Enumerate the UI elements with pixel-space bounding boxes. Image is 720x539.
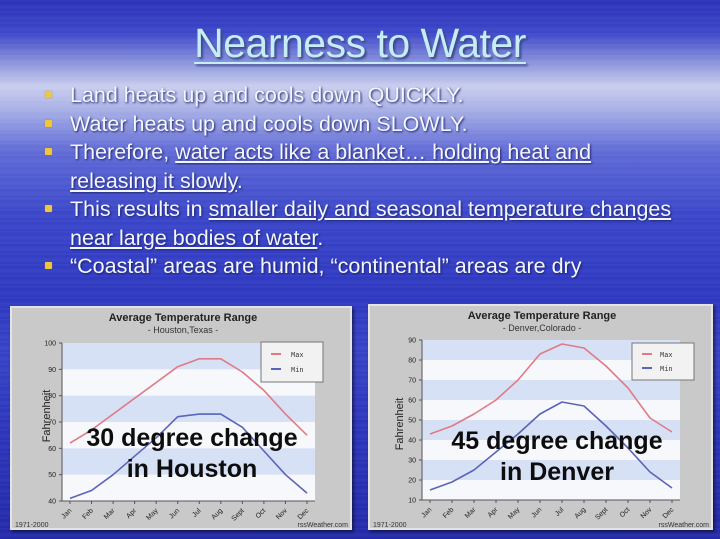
chart-footer-source: rssWeather.com [298,522,349,529]
y-axis-label: Fahrenheit [394,398,406,451]
svg-text:Nov: Nov [640,506,654,520]
houston-chart-svg: Average Temperature Range - Houston,Texa… [15,312,349,529]
denver-chart: Average Temperature Range - Denver,Color… [368,304,713,530]
bullet-icon [45,205,52,212]
svg-text:Aug: Aug [574,506,588,520]
chart-subtitle: - Houston,Texas - [148,325,219,335]
chart-footer-years: 1971-2000 [15,522,49,529]
bullet-icon [45,91,52,98]
svg-text:Sept: Sept [594,506,609,521]
annotation-line-1: 30 degree change [86,424,298,452]
bullet-text: Water heats up and cools down SLOWLY. [70,111,468,136]
svg-text:70: 70 [408,378,416,385]
svg-text:50: 50 [48,472,56,479]
denver-annotation: 45 degree change in Denver [432,426,682,488]
svg-text:80: 80 [408,358,416,365]
legend: Max Min [260,341,324,383]
svg-text:20: 20 [408,478,416,485]
svg-text:Sept: Sept [231,507,246,522]
svg-text:Jun: Jun [168,507,181,520]
bullet-text: Land heats up and cools down QUICKLY. [70,83,464,107]
svg-text:40: 40 [408,438,416,445]
svg-text:Feb: Feb [81,507,95,521]
annotation-line-2: in Denver [500,458,614,486]
svg-text:80: 80 [48,393,56,400]
legend-min-label: Min [660,366,673,374]
bullet-text: This results in [70,197,209,221]
bullet-list: Land heats up and cools down QUICKLY. Wa… [44,81,684,281]
chart-title: Average Temperature Range [468,310,617,322]
svg-text:Oct: Oct [619,506,632,519]
svg-text:Jun: Jun [530,506,543,519]
legend-max-label: Max [660,352,673,360]
svg-text:Apr: Apr [487,506,500,519]
svg-text:90: 90 [48,367,56,374]
svg-text:Mar: Mar [464,506,478,520]
bullet-item: “Coastal” areas are humid, “continental”… [44,252,684,281]
denver-chart-svg: Average Temperature Range - Denver,Color… [373,310,710,529]
bullet-item: Land heats up and cools down QUICKLY. [44,81,684,110]
legend-max-label: Max [291,352,304,360]
svg-text:10: 10 [408,498,416,505]
slide-title: Nearness to Water [194,20,526,66]
svg-text:Mar: Mar [103,507,117,521]
legend-min-label: Min [291,367,304,375]
annotation-line-1: 45 degree change [451,427,663,455]
houston-chart: Average Temperature Range - Houston,Texa… [10,306,352,530]
svg-text:Jan: Jan [60,507,73,520]
bullet-suffix: . [236,168,243,193]
bullet-underlined-text: smaller daily and seasonal temperature c… [70,197,672,250]
legend: Max Min [631,342,695,381]
bullet-text: “Coastal” areas are humid, “continental”… [70,254,582,278]
svg-text:60: 60 [408,398,416,405]
svg-text:70: 70 [48,420,56,427]
chart-footer-years: 1971-2000 [373,522,407,529]
bullet-icon [45,148,52,155]
svg-text:Oct: Oct [255,507,268,520]
svg-text:90: 90 [408,338,416,345]
svg-text:30: 30 [408,458,416,465]
svg-text:Aug: Aug [210,507,224,521]
chart-title: Average Temperature Range [109,312,258,324]
svg-text:Feb: Feb [442,506,456,520]
series-lines [69,357,308,500]
svg-text:60: 60 [48,446,56,453]
bullet-item: Water heats up and cools down SLOWLY. [44,110,684,139]
svg-text:Jul: Jul [554,506,566,518]
bullet-underlined-text: water acts like a blanket… holding heat … [70,140,592,193]
svg-text:Apr: Apr [125,507,138,520]
svg-text:40: 40 [48,499,56,506]
bullet-icon [45,262,52,269]
series-lines [429,343,673,491]
bullet-text: Therefore, [70,140,176,164]
svg-text:100: 100 [44,341,56,348]
svg-text:May: May [507,506,522,521]
svg-text:May: May [145,507,160,522]
svg-text:Jan: Jan [420,506,433,519]
svg-text:Jul: Jul [191,507,203,519]
bullet-suffix: . [317,225,324,250]
bullet-item: This results in smaller daily and season… [44,195,684,252]
bullet-icon [45,119,52,127]
annotation-line-2: in Houston [126,455,258,483]
houston-annotation: 30 degree change in Houston [62,423,322,485]
svg-text:Nov: Nov [275,507,289,521]
y-axis-label: Fahrenheit [41,390,53,443]
svg-text:50: 50 [408,418,416,425]
svg-text:Dec: Dec [297,507,311,521]
svg-text:Dec: Dec [662,506,676,520]
chart-subtitle: - Denver,Colorado - [503,323,582,333]
chart-footer-source: rssWeather.com [659,522,710,529]
bullet-item: Therefore, water acts like a blanket… ho… [44,138,684,195]
